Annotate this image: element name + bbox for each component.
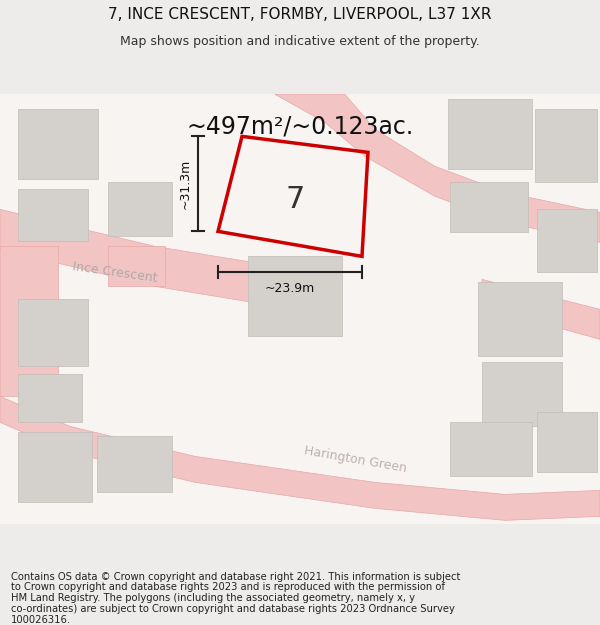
Polygon shape — [448, 99, 532, 169]
Polygon shape — [482, 279, 600, 339]
Polygon shape — [0, 209, 265, 304]
Text: Ince Crescent: Ince Crescent — [71, 260, 158, 285]
Polygon shape — [0, 246, 58, 396]
Polygon shape — [18, 374, 82, 423]
Polygon shape — [478, 282, 562, 356]
Polygon shape — [537, 412, 597, 472]
Polygon shape — [537, 209, 597, 272]
Polygon shape — [18, 432, 92, 502]
Text: 7: 7 — [286, 185, 305, 214]
Polygon shape — [482, 362, 562, 426]
Text: co-ordinates) are subject to Crown copyright and database rights 2023 Ordnance S: co-ordinates) are subject to Crown copyr… — [11, 604, 455, 614]
Polygon shape — [450, 422, 532, 476]
Polygon shape — [108, 182, 172, 236]
Polygon shape — [18, 109, 98, 179]
Text: 100026316.: 100026316. — [11, 615, 71, 625]
Polygon shape — [535, 109, 597, 182]
Text: 7, INCE CRESCENT, FORMBY, LIVERPOOL, L37 1XR: 7, INCE CRESCENT, FORMBY, LIVERPOOL, L37… — [108, 8, 492, 22]
Polygon shape — [275, 94, 600, 242]
Text: HM Land Registry. The polygons (including the associated geometry, namely x, y: HM Land Registry. The polygons (includin… — [11, 593, 415, 603]
Polygon shape — [18, 189, 88, 241]
Polygon shape — [108, 246, 165, 286]
Text: Contains OS data © Crown copyright and database right 2021. This information is : Contains OS data © Crown copyright and d… — [11, 571, 460, 581]
Polygon shape — [450, 182, 528, 232]
Text: Harington Green: Harington Green — [302, 444, 407, 475]
Polygon shape — [97, 436, 172, 492]
Text: ~497m²/~0.123ac.: ~497m²/~0.123ac. — [187, 114, 413, 138]
Polygon shape — [18, 299, 88, 366]
Polygon shape — [248, 256, 342, 336]
Text: ~23.9m: ~23.9m — [265, 282, 315, 295]
Polygon shape — [0, 396, 600, 521]
Text: Map shows position and indicative extent of the property.: Map shows position and indicative extent… — [120, 35, 480, 48]
Text: to Crown copyright and database rights 2023 and is reproduced with the permissio: to Crown copyright and database rights 2… — [11, 582, 445, 592]
Text: ~31.3m: ~31.3m — [179, 159, 191, 209]
